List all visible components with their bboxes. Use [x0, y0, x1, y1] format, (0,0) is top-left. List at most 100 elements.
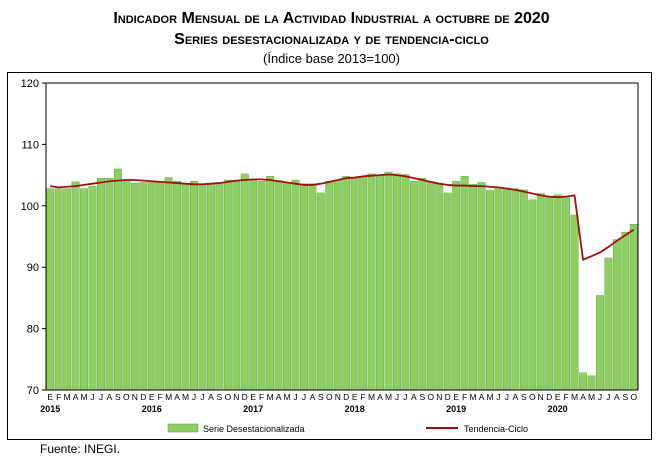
bar [173, 181, 182, 391]
bar [494, 187, 503, 391]
x-tick-label: O [225, 392, 232, 402]
bar [536, 193, 545, 391]
x-tick-label: S [622, 392, 628, 402]
bar [629, 224, 638, 391]
x-tick-label: M [486, 392, 493, 402]
x-tick-label: E [555, 392, 561, 402]
legend-label-trend: Tendencia-Ciclo [464, 424, 528, 434]
bar [621, 231, 630, 391]
bar [308, 183, 317, 391]
bar [88, 185, 97, 391]
bar [376, 174, 384, 391]
x-tick-label: J [302, 392, 306, 402]
x-tick-label: M [368, 392, 375, 402]
bar [113, 168, 122, 391]
x-tick-label: D [242, 392, 248, 402]
x-tick-label: J [99, 392, 103, 402]
x-year-label: 2020 [548, 404, 568, 414]
x-tick-label: A [614, 392, 620, 402]
bar [486, 190, 494, 391]
bar [502, 187, 511, 391]
x-tick-label: N [132, 392, 138, 402]
trend-line [50, 173, 635, 261]
x-tick-label: D [445, 392, 451, 402]
axes [42, 82, 639, 391]
x-tick-label: J [200, 392, 204, 402]
bar [342, 176, 351, 391]
x-tick-label: A [107, 392, 113, 402]
bar [325, 181, 334, 391]
x-tick-label: A [513, 392, 519, 402]
bar [181, 184, 190, 391]
x-tick-label: A [208, 392, 214, 402]
bar [147, 181, 156, 391]
x-tick-label: J [496, 392, 500, 402]
x-tick-label: N [538, 392, 544, 402]
bar [130, 182, 139, 391]
y-tick-label: 100 [21, 201, 39, 213]
bar [156, 181, 165, 391]
x-tick-label: M [165, 392, 172, 402]
bar [545, 196, 554, 391]
bar [612, 239, 621, 391]
bar [393, 173, 401, 391]
bar [46, 188, 55, 391]
bar [164, 177, 173, 391]
bar [300, 183, 308, 391]
y-tick-label: 120 [21, 78, 39, 90]
x-year-label: 2015 [40, 404, 60, 414]
x-tick-label: A [310, 392, 316, 402]
x-tick-label: J [505, 392, 509, 402]
bar [139, 182, 148, 391]
bar [426, 181, 435, 391]
x-tick-label: J [403, 392, 407, 402]
y-tick-label: 80 [27, 324, 39, 336]
x-tick-label: O [326, 392, 333, 402]
plot-area [45, 82, 639, 391]
x-tick-label: M [385, 392, 392, 402]
bar [206, 182, 215, 391]
x-tick-label: M [182, 392, 189, 402]
bar [71, 181, 80, 391]
x-tick-label: S [318, 392, 324, 402]
legend-swatch-bars [167, 423, 199, 433]
x-tick-label: J [90, 392, 94, 402]
x-tick-label: D [546, 392, 552, 402]
bar [604, 257, 613, 391]
bar [359, 176, 368, 391]
bar [384, 171, 393, 391]
bar [54, 188, 63, 391]
legend: Serie Desestacionalizada Tendencia-Ciclo [167, 423, 528, 434]
bar [266, 176, 275, 391]
x-tick-label: E [47, 392, 53, 402]
x-tick-label: A [580, 392, 586, 402]
x-tick-label: A [276, 392, 282, 402]
legend-label-bars: Serie Desestacionalizada [203, 424, 305, 434]
x-tick-label: S [420, 392, 426, 402]
x-tick-label: M [267, 392, 274, 402]
bar [460, 176, 469, 391]
bar [511, 188, 520, 391]
x-tick-label: M [571, 392, 578, 402]
bar [401, 174, 410, 391]
chart-title-line2: Series desestacionalizada y de tendencia… [174, 31, 489, 48]
x-tick-label: A [411, 392, 417, 402]
bar [418, 177, 427, 391]
x-tick-label: A [479, 392, 485, 402]
x-year-label: 2016 [142, 404, 162, 414]
chart-frame [7, 72, 652, 440]
x-tick-label: O [630, 392, 637, 402]
bar [122, 179, 131, 391]
bar [80, 188, 88, 391]
x-tick-label: N [335, 392, 341, 402]
x-tick-label: A [73, 392, 79, 402]
x-tick-label: D [343, 392, 349, 402]
x-tick-label: F [564, 392, 569, 402]
bar [452, 181, 461, 391]
bar [291, 179, 300, 391]
bar [528, 199, 537, 391]
bar [367, 173, 376, 391]
x-tick-label: S [217, 392, 223, 402]
x-tick-label: J [293, 392, 297, 402]
bar [562, 196, 571, 391]
